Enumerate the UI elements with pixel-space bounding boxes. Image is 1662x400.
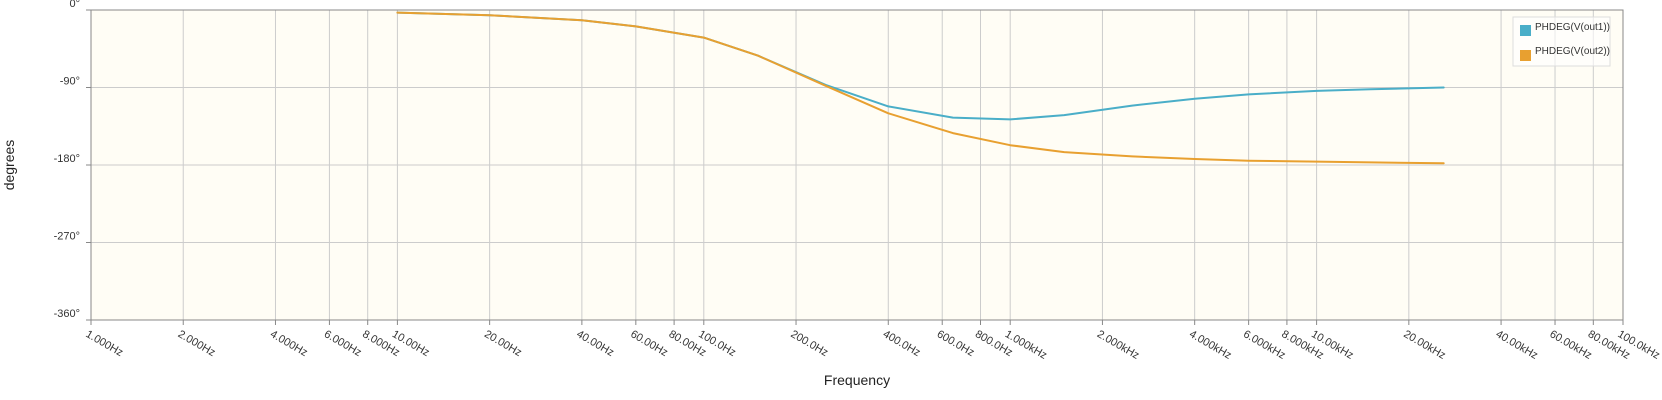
- x-tick-label: 60.00Hz: [628, 328, 669, 359]
- x-tick-label: 2.000Hz: [176, 328, 217, 359]
- legend-swatch-out2[interactable]: [1520, 50, 1531, 61]
- series-line-2[interactable]: [396, 11, 1445, 165]
- y-tick-label: -360°: [54, 308, 80, 320]
- plot-frame: [90, 9, 1624, 321]
- x-tick-label: 400.0Hz: [881, 328, 922, 359]
- legend[interactable]: PHDEG(V(out1)) PHDEG(V(out2)): [1512, 16, 1611, 67]
- y-axis-title: degrees: [1, 140, 17, 191]
- x-tick-label: 40.00kHz: [1494, 328, 1540, 362]
- y-tick-label: -180°: [54, 153, 80, 165]
- x-tick-label: 60.00kHz: [1548, 328, 1594, 362]
- x-tick-label: 200.0Hz: [789, 328, 830, 359]
- x-tick-labels: 1.000Hz 2.000Hz 4.000Hz 6.000Hz8.000Hz10.00…: [84, 328, 1662, 362]
- x-tick-label: 6.000kHz: [1241, 328, 1287, 362]
- x-tick-label: 600.0Hz: [935, 328, 976, 359]
- y-tick-labels: 0° -90° -180° -270° -360°: [54, 0, 80, 320]
- x-tick-label: 20.00kHz: [1401, 328, 1447, 362]
- series-layer: [396, 11, 1445, 165]
- x-axis-title: Frequency: [824, 372, 890, 388]
- x-tick-label: 40.00Hz: [574, 328, 615, 359]
- x-tick-label: 2.000kHz: [1095, 328, 1141, 362]
- y-tick-label: 0°: [69, 0, 80, 10]
- y-tick-label: -270°: [54, 231, 80, 243]
- x-tick-label: 4.000Hz: [268, 328, 309, 359]
- y-tick-label: -90°: [60, 76, 80, 88]
- legend-label-out1[interactable]: PHDEG(V(out1)): [1535, 22, 1610, 33]
- x-tick-label: 1.000Hz: [84, 328, 125, 359]
- legend-swatch-out1[interactable]: [1520, 25, 1531, 36]
- x-tick-label: 20.00Hz: [482, 328, 523, 359]
- x-tick-label: 6.000Hz: [322, 328, 363, 359]
- legend-label-out2[interactable]: PHDEG(V(out2)): [1535, 46, 1610, 57]
- x-tick-label: 4.000kHz: [1187, 328, 1233, 362]
